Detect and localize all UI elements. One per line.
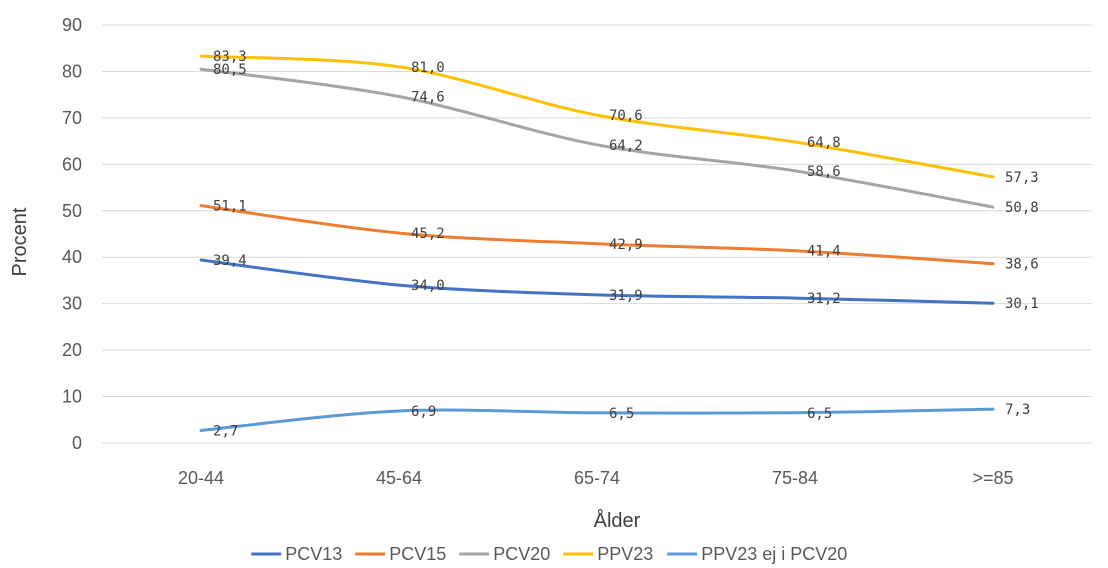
data-label: 80,5	[213, 62, 247, 78]
legend-item: PCV13	[251, 544, 342, 564]
legend-item: PPV23	[563, 544, 653, 564]
data-label: 39,4	[213, 253, 247, 269]
data-label: 64,8	[807, 135, 841, 151]
gridlines	[102, 24, 1092, 444]
data-label: 31,2	[807, 291, 841, 307]
data-label: 81,0	[411, 60, 445, 76]
series-lines	[199, 54, 995, 432]
legend-label: PPV23 ej i PCV20	[701, 544, 847, 564]
x-axis-title: Ålder	[594, 509, 641, 532]
y-tick-label: 60	[62, 154, 82, 174]
data-label: 34,0	[411, 278, 445, 294]
data-label: 64,2	[609, 138, 643, 154]
x-tick-label: 20-44	[178, 468, 224, 488]
y-tick-label: 90	[62, 15, 82, 35]
legend: PCV13 PCV15 PCV20 PPV23 PPV23 ej i PCV20	[251, 544, 847, 564]
y-tick-label: 30	[62, 294, 82, 314]
y-axis-title: Procent	[9, 207, 31, 276]
legend-item: PCV15	[355, 544, 446, 564]
y-axis-ticks: 0 10 20 30 40 50 60 70 80 90	[62, 15, 82, 453]
data-label: 31,9	[609, 288, 643, 304]
legend-label: PCV20	[493, 544, 550, 564]
x-tick-label: 45-64	[376, 468, 422, 488]
data-label: 2,7	[213, 423, 238, 439]
x-axis-ticks: 20-44 45-64 65-74 75-84 >=85	[178, 468, 1014, 488]
data-label: 6,5	[609, 406, 634, 422]
series-line-ppv23-ej-i-pcv20	[199, 407, 995, 432]
data-label: 70,6	[609, 108, 643, 124]
legend-item: PCV20	[459, 544, 550, 564]
y-tick-label: 20	[62, 340, 82, 360]
series-line-pcv20	[199, 67, 995, 209]
data-label: 6,5	[807, 406, 832, 422]
data-label: 50,8	[1005, 200, 1039, 216]
data-label: 30,1	[1005, 296, 1039, 312]
legend-item: PPV23 ej i PCV20	[667, 544, 847, 564]
y-tick-label: 40	[62, 247, 82, 267]
x-tick-label: >=85	[972, 468, 1013, 488]
x-tick-label: 65-74	[574, 468, 620, 488]
legend-label: PCV15	[389, 544, 446, 564]
y-tick-label: 80	[62, 61, 82, 81]
data-label: 58,6	[807, 164, 841, 180]
data-label: 74,6	[411, 90, 445, 106]
x-tick-label: 75-84	[772, 468, 818, 488]
data-label: 41,4	[807, 244, 841, 260]
y-tick-label: 70	[62, 108, 82, 128]
data-label: 38,6	[1005, 257, 1039, 273]
y-tick-label: 0	[72, 433, 82, 453]
data-labels: 39,4 34,0 31,9 31,2 30,1 51,1 45,2 42,9 41,4 38,6…	[213, 49, 1039, 439]
series-line-ppv23	[199, 54, 995, 179]
data-label: 42,9	[609, 237, 643, 253]
data-label: 57,3	[1005, 170, 1039, 186]
legend-label: PCV13	[285, 544, 342, 564]
data-label: 7,3	[1005, 402, 1030, 418]
y-tick-label: 10	[62, 387, 82, 407]
data-label: 51,1	[213, 199, 247, 215]
y-tick-label: 50	[62, 201, 82, 221]
data-label: 45,2	[411, 226, 445, 242]
data-label: 6,9	[411, 404, 436, 420]
data-label: 83,3	[213, 49, 247, 65]
series-line-pcv15	[199, 204, 995, 266]
series-line-pcv13	[199, 258, 995, 305]
legend-label: PPV23	[597, 544, 653, 564]
